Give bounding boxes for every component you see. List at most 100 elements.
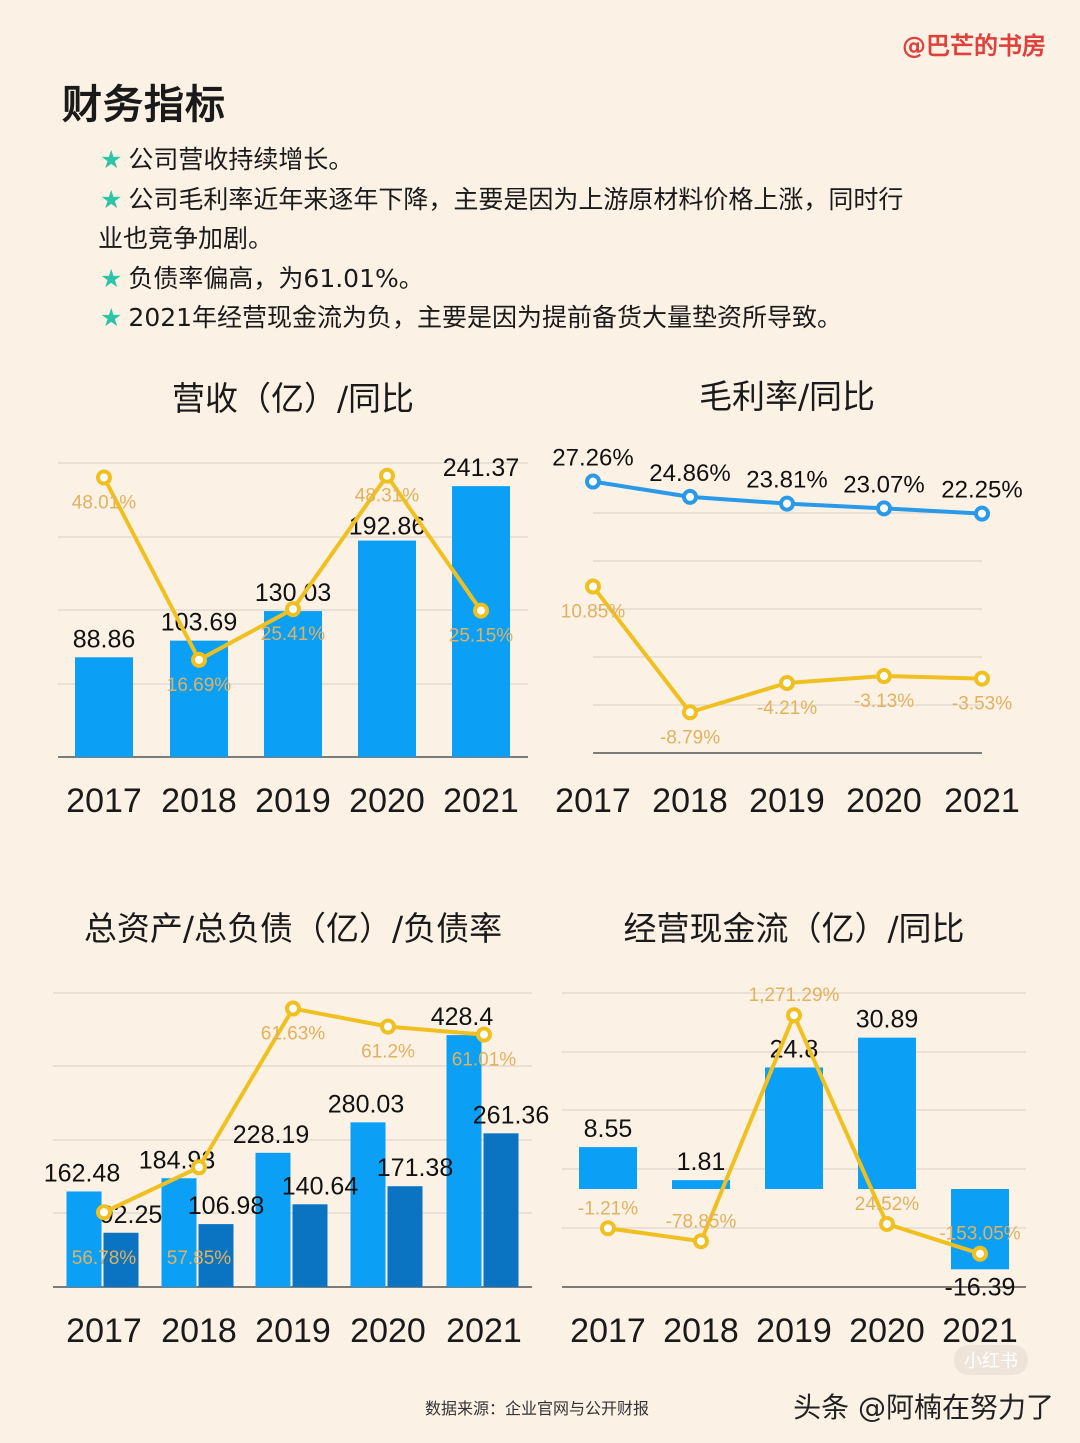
bar	[255, 1152, 291, 1287]
bullet-text: 公司营收持续增长。	[128, 145, 354, 174]
line-point	[876, 500, 892, 517]
x-tick-label: 2020	[349, 782, 425, 820]
xiaohongshu-logo: 小红书	[954, 1345, 1028, 1375]
star-icon: ★	[100, 303, 123, 332]
bar	[672, 1180, 730, 1189]
bullet-item: ★ 公司营收持续增长。	[100, 140, 1010, 180]
line-value-label: 48.31%	[355, 486, 420, 507]
line-point	[285, 1000, 301, 1017]
bar	[292, 1204, 328, 1287]
bar-value-label: 8.55	[584, 1115, 633, 1143]
x-tick-label: 2019	[255, 1312, 331, 1350]
bar-value-label: 88.86	[73, 625, 136, 653]
x-tick-label: 2021	[443, 782, 519, 820]
star-icon: ★	[100, 263, 123, 293]
line-point	[96, 469, 112, 486]
line-point	[693, 1233, 709, 1250]
line-value-label: 1,271.29%	[749, 985, 840, 1006]
x-tick-label: 2021	[942, 1312, 1018, 1350]
line-value-label: -3.53%	[952, 694, 1012, 715]
line-value-label: 56.78%	[72, 1248, 137, 1269]
bar-value-label: 428.4	[431, 1003, 494, 1031]
bullet-text: 2021年经营现金流为负，主要是因为提前备货大量垫资所导致。	[128, 303, 843, 332]
line-value-label: -4.21%	[757, 698, 817, 719]
bullet-item: ★ 公司毛利率近年来逐年下降，主要是因为上游原材料价格上涨，同时行	[100, 180, 1010, 220]
bar-value-label: 171.38	[377, 1154, 453, 1182]
line-point	[974, 505, 990, 522]
author-watermark: @巴芒的书房	[902, 32, 1046, 60]
x-tick-label: 2017	[570, 1312, 646, 1350]
line-value-label: -78.85%	[666, 1211, 737, 1232]
bar	[579, 1147, 637, 1189]
x-tick-label: 2017	[66, 782, 142, 820]
line-value-label: 61.2%	[361, 1042, 415, 1063]
bar	[161, 1178, 197, 1287]
line-value-label: 61.01%	[452, 1050, 517, 1071]
line-value-label: 48.01%	[72, 492, 137, 513]
line-value-label: -153.05%	[939, 1224, 1020, 1245]
x-tick-label: 2018	[161, 1312, 237, 1350]
line-point	[476, 1026, 492, 1043]
series-line	[591, 585, 983, 715]
summary-bullets: ★ 公司营收持续增长。 ★ 公司毛利率近年来逐年下降，主要是因为上游原材料价格上涨，…	[98, 140, 1010, 338]
bar	[103, 1232, 139, 1287]
bullet-text: 负债率偏高，为61.01%。	[128, 263, 424, 293]
line-point	[779, 674, 795, 691]
line-value-label: 22.25%	[941, 477, 1022, 504]
line-point	[682, 704, 698, 721]
line-value-label: 61.63%	[261, 1024, 326, 1045]
x-tick-label: 2018	[161, 782, 237, 820]
x-tick-label: 2017	[66, 1312, 142, 1350]
line-value-label: -8.79%	[660, 727, 720, 748]
bullet-item: ★ 负债率偏高，为61.01%。	[100, 259, 1010, 299]
line-point	[682, 488, 698, 505]
credit-watermark: 头条 @阿楠在努力了	[793, 1391, 1054, 1424]
bullet-text: 业也竞争加剧。	[98, 224, 274, 253]
bullet-continuation: 业也竞争加剧。	[98, 219, 1010, 259]
bar-value-label: 241.37	[443, 454, 519, 482]
bar	[66, 1191, 102, 1287]
line-point	[191, 1159, 207, 1176]
star-icon: ★	[100, 145, 123, 174]
bar-value-label: 228.19	[233, 1121, 309, 1149]
chart-title: 经营现金流（亿）/同比	[623, 909, 964, 948]
x-tick-label: 2018	[652, 782, 728, 820]
line-value-label: 16.69%	[167, 675, 232, 696]
line-point	[786, 1007, 802, 1024]
bar	[446, 1035, 482, 1287]
line-value-label: 27.26%	[552, 445, 633, 472]
bar-value-label: -16.39	[945, 1273, 1016, 1301]
line-point	[974, 670, 990, 687]
x-tick-label: 2019	[255, 782, 331, 820]
x-tick-label: 2021	[944, 782, 1020, 820]
chart-title: 毛利率/同比	[699, 377, 875, 416]
x-tick-label: 2020	[849, 1312, 925, 1350]
bar-value-label: 140.64	[282, 1172, 359, 1200]
bar	[358, 540, 416, 757]
bar	[765, 1067, 823, 1189]
x-tick-label: 2020	[846, 782, 922, 820]
line-point	[380, 1018, 396, 1035]
bar-value-label: 30.89	[856, 1006, 919, 1034]
x-tick-label: 2017	[555, 782, 631, 820]
line-value-label: 57.85%	[167, 1248, 232, 1269]
line-point	[191, 651, 207, 668]
bar	[264, 611, 322, 757]
bar	[198, 1224, 234, 1287]
bar-value-label: 192.86	[349, 513, 425, 541]
bar-value-label: 280.03	[328, 1090, 404, 1118]
bar	[350, 1122, 386, 1287]
line-point	[879, 1215, 895, 1232]
line-point	[473, 602, 489, 619]
bar-value-label: 162.48	[44, 1159, 120, 1187]
line-value-label: 23.81%	[746, 467, 827, 494]
line-point	[285, 601, 301, 618]
chart-title: 营收（亿）/同比	[172, 379, 414, 418]
line-value-label: 25.15%	[449, 626, 514, 647]
line-point	[600, 1220, 616, 1237]
x-tick-label: 2019	[749, 782, 825, 820]
line-value-label: 10.85%	[561, 602, 626, 623]
line-point	[379, 467, 395, 484]
bullet-text: 公司毛利率近年来逐年下降，主要是因为上游原材料价格上涨，同时行	[128, 184, 904, 214]
